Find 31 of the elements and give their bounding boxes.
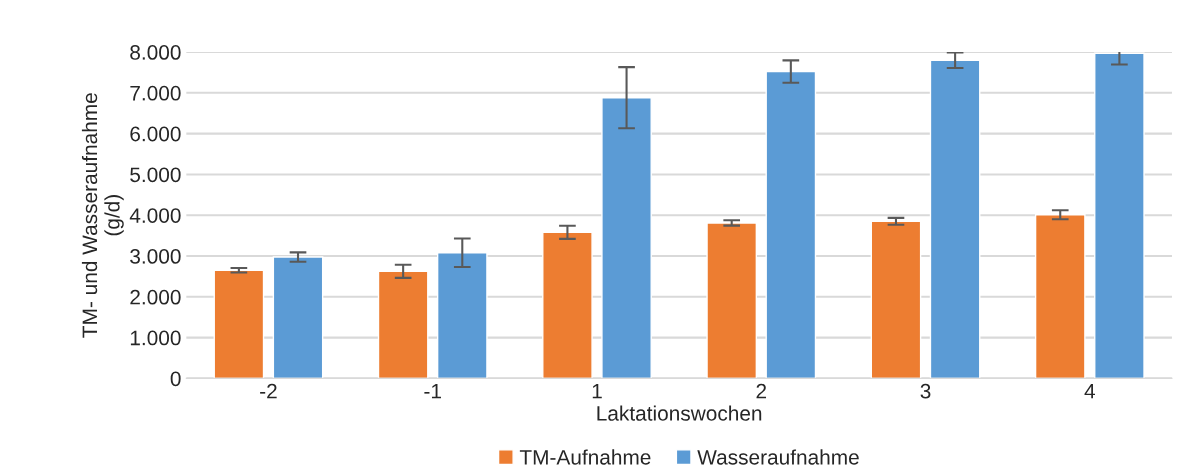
y-tick-label: 4.000: [129, 208, 181, 223]
y-tick-label: 2.000: [130, 289, 181, 305]
x-tick-label: 3: [920, 383, 931, 399]
bar: [870, 220, 922, 379]
bar: [436, 252, 488, 379]
bar: [929, 59, 981, 379]
bar: [1034, 214, 1086, 379]
bar: [1094, 52, 1145, 379]
x-tick-label: 2: [756, 383, 767, 399]
bar: [601, 97, 652, 379]
y-tick-label: 5.000: [130, 167, 181, 183]
bar: [377, 270, 429, 379]
legend-label: Wasseraufnahme: [697, 449, 859, 465]
y-tick-label: 6.000: [130, 126, 181, 142]
bar: [213, 269, 265, 379]
y-axis-title: TM- und Wasseraufnahme (g/d): [81, 93, 124, 338]
y-tick-label: 7.000: [130, 85, 181, 101]
x-tick-label: 4: [1084, 384, 1095, 399]
y-tick-label: 3.000: [130, 249, 181, 264]
x-tick-label: 1: [592, 384, 602, 399]
x-axis-title: Laktationswochen: [597, 405, 762, 421]
x-tick-label: -2: [260, 383, 277, 399]
y-tick-label: 0: [170, 371, 181, 387]
bar: [765, 70, 817, 379]
y-tick-label: 1.000: [130, 330, 181, 346]
legend-label: TM-Aufnahme: [519, 449, 651, 465]
bar: [272, 256, 324, 379]
x-tick-label: -1: [424, 384, 441, 399]
bar: [706, 222, 758, 379]
bar: [542, 231, 593, 379]
y-tick-label: 8.000: [130, 45, 181, 60]
